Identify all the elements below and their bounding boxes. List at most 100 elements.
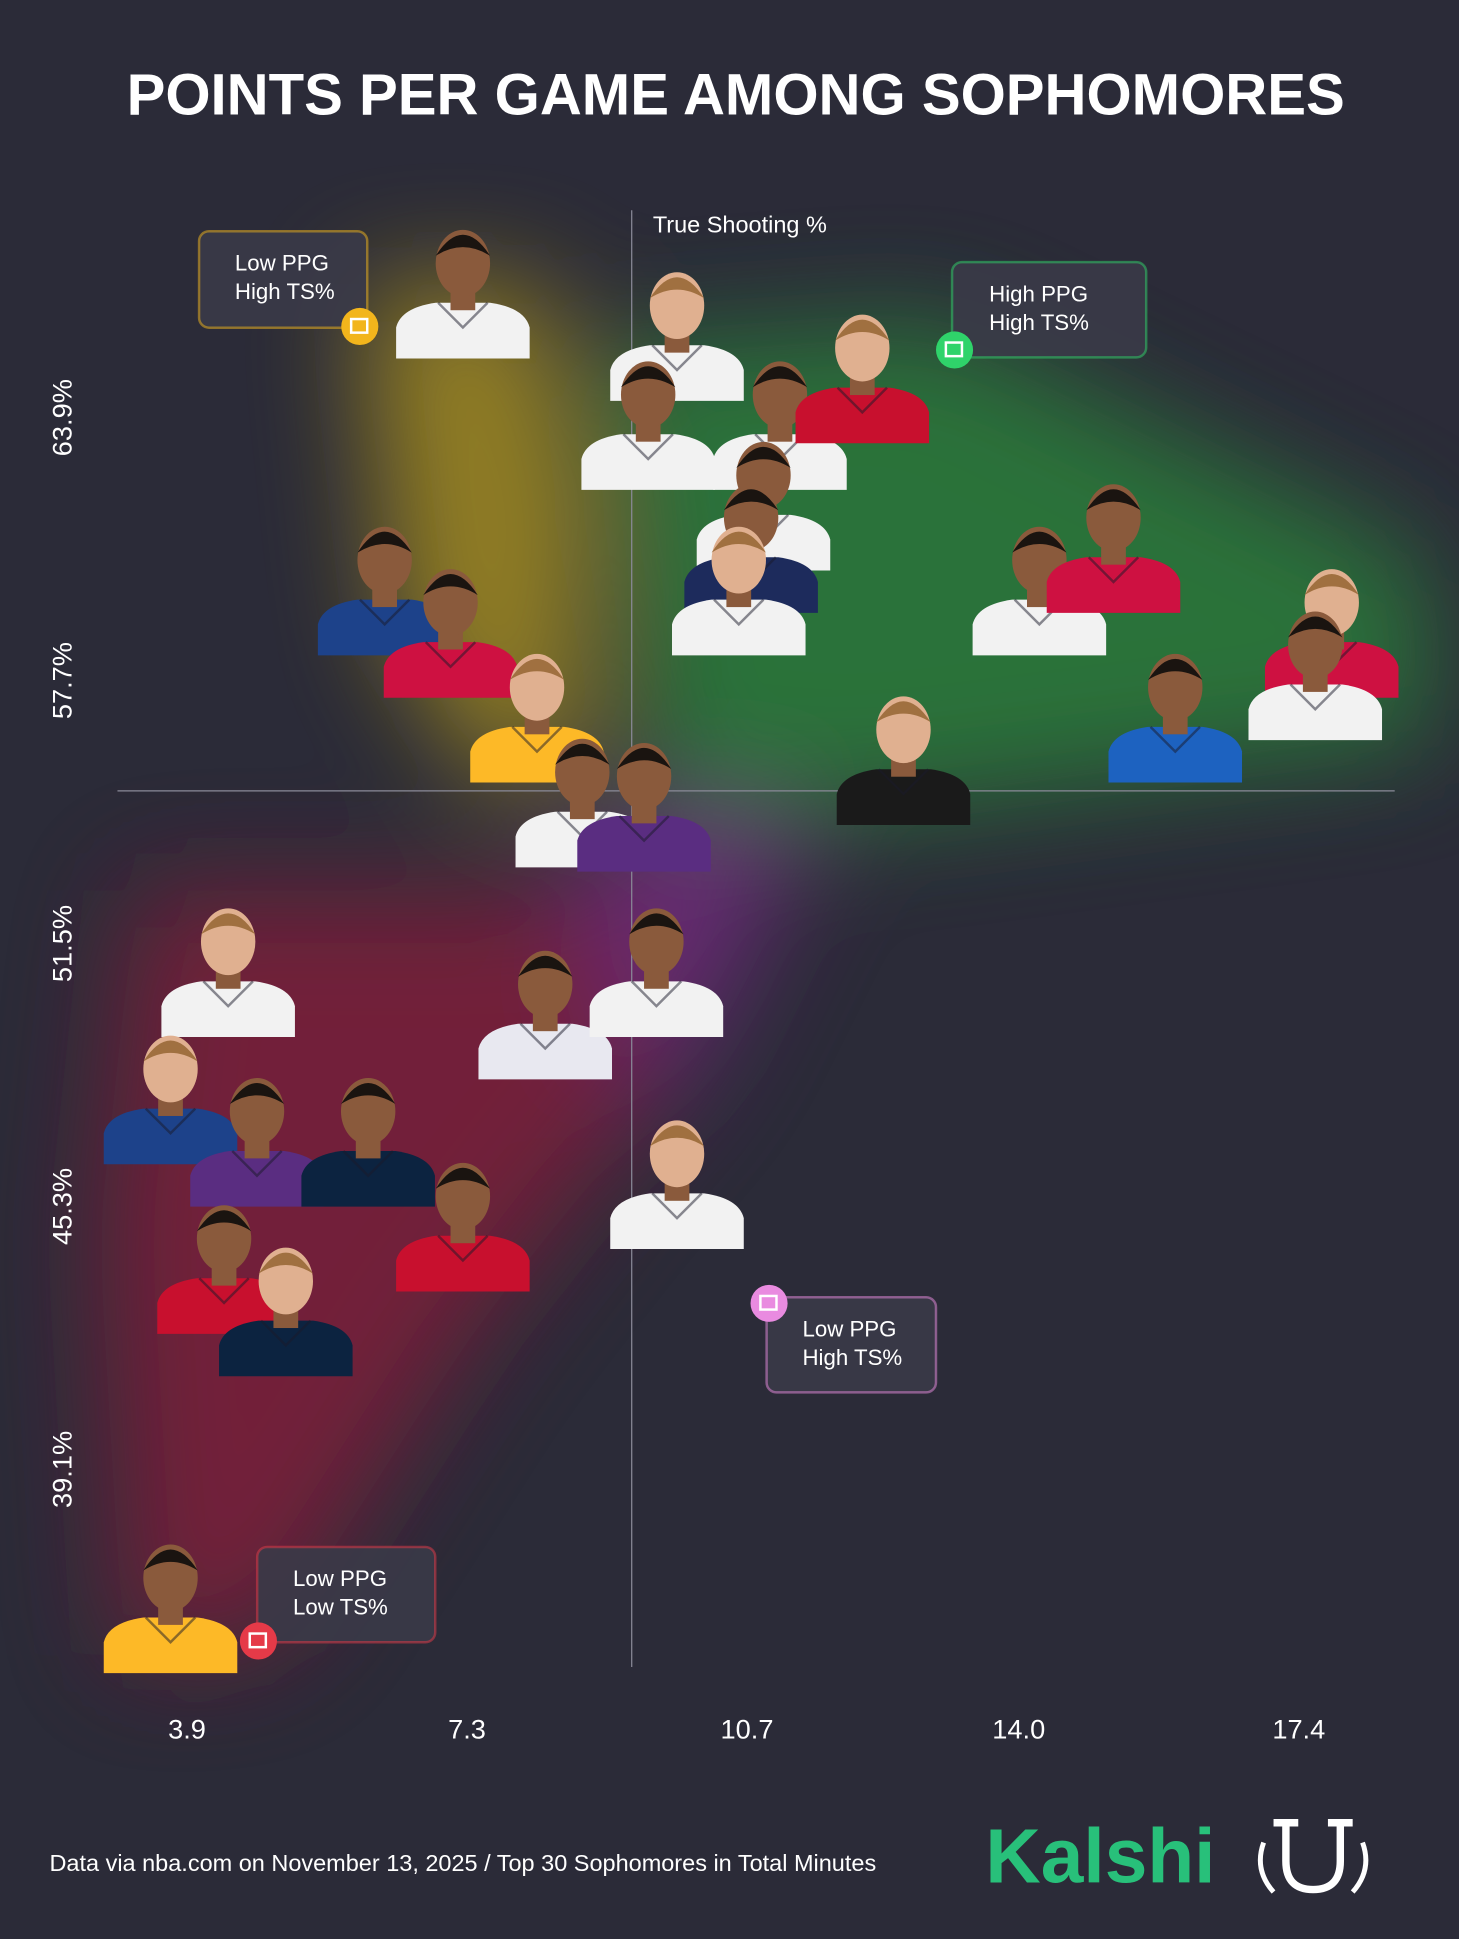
jersey [396, 302, 530, 359]
y-tick-label: 45.3% [46, 1168, 77, 1245]
jersey [972, 599, 1107, 656]
jersey [577, 815, 711, 872]
jersey [219, 1320, 353, 1377]
player-headshot [103, 1544, 238, 1674]
collar [1149, 726, 1201, 754]
annotation-icon-glyph [944, 341, 964, 358]
collar [202, 980, 254, 1008]
jersey [581, 434, 715, 490]
player-headshot [103, 1035, 238, 1165]
player-headshot [219, 1247, 353, 1377]
player-headshot [1108, 653, 1243, 783]
chart-title: POINTS PER GAME AMONG SOPHOMORES [127, 62, 1345, 127]
hair [258, 1252, 314, 1274]
x-tick-label: 17.4 [1272, 1713, 1325, 1744]
hair [1086, 489, 1141, 511]
hair [876, 701, 931, 723]
annotation-text: High TS% [802, 1345, 902, 1370]
player-headshot [396, 229, 530, 359]
collar [260, 1319, 312, 1348]
hair [423, 574, 478, 596]
player-headshot [672, 526, 806, 656]
annotation-text: Low PPG [802, 1316, 896, 1341]
hair [736, 446, 791, 468]
collar [511, 726, 563, 754]
hair [435, 234, 491, 256]
collar [144, 1107, 197, 1136]
collar [359, 598, 411, 627]
hair [143, 1549, 198, 1571]
annotation-box [255, 1545, 437, 1644]
hair [196, 1210, 252, 1232]
player-headshot [610, 1120, 744, 1250]
player-headshot [317, 526, 452, 656]
collar [713, 598, 765, 627]
jersey [589, 981, 724, 1037]
player-headshot [161, 908, 295, 1037]
axis-label: True Shooting % [653, 212, 827, 238]
jersey [396, 1235, 530, 1292]
annotation-text: High PPG [989, 281, 1088, 306]
collar [836, 386, 888, 415]
hair [649, 1125, 705, 1147]
brand-logo: Kalshi [985, 1815, 1215, 1900]
annotation-icon [239, 1622, 277, 1660]
annotation-box [197, 230, 369, 329]
player-headshot [581, 361, 715, 490]
annotation-icon [935, 331, 974, 369]
annotation-text: Low PPG [293, 1566, 387, 1591]
jersey [610, 1193, 744, 1250]
y-tick-label: 51.5% [46, 905, 77, 982]
collar [630, 980, 683, 1008]
collar [437, 1234, 489, 1263]
hair [1304, 574, 1359, 596]
player-headshot [396, 1162, 530, 1292]
hair [1012, 531, 1067, 553]
collar [198, 1277, 250, 1305]
annotation-icon-glyph [349, 317, 369, 334]
player-headshot [478, 950, 613, 1080]
jersey [478, 1023, 613, 1080]
jersey [1108, 726, 1243, 783]
x-tick-label: 14.0 [992, 1713, 1045, 1744]
hair [229, 1082, 285, 1104]
annotation-text: High TS% [235, 279, 335, 304]
hair [143, 1040, 198, 1062]
collar [651, 1192, 703, 1220]
jersey [836, 769, 971, 825]
hair [616, 747, 672, 769]
collar [231, 1150, 283, 1178]
annotation-box [765, 1295, 938, 1394]
annotation-text: Low PPG [235, 251, 329, 276]
annotation-icon-glyph [248, 1632, 268, 1649]
player-headshot [577, 742, 711, 872]
collar [1289, 683, 1341, 711]
jersey [1248, 684, 1383, 741]
hair [1288, 616, 1343, 638]
annotation-icon [341, 307, 379, 346]
annotation-icon-glyph [759, 1294, 778, 1311]
jersey [161, 981, 295, 1037]
annotation-box [950, 260, 1148, 359]
source-note: Data via nba.com on November 13, 2025 / … [49, 1850, 876, 1876]
player-headshot [190, 1078, 324, 1207]
player-headshot [795, 314, 930, 444]
jersey [383, 642, 518, 698]
hair [200, 913, 256, 935]
hair [620, 366, 676, 388]
u-logo [1257, 1819, 1369, 1894]
jersey [157, 1278, 291, 1334]
x-tick-label: 3.9 [168, 1713, 206, 1744]
collar [618, 815, 670, 843]
collar [437, 301, 489, 330]
hair [752, 366, 808, 388]
hair [340, 1082, 396, 1104]
player-headshot [836, 696, 971, 825]
annotation-text: Low TS% [293, 1595, 388, 1620]
player-headshot [1248, 611, 1383, 741]
hair [555, 743, 610, 765]
x-tick-label: 7.3 [448, 1713, 486, 1744]
hair [629, 913, 684, 935]
collar [144, 1616, 197, 1644]
